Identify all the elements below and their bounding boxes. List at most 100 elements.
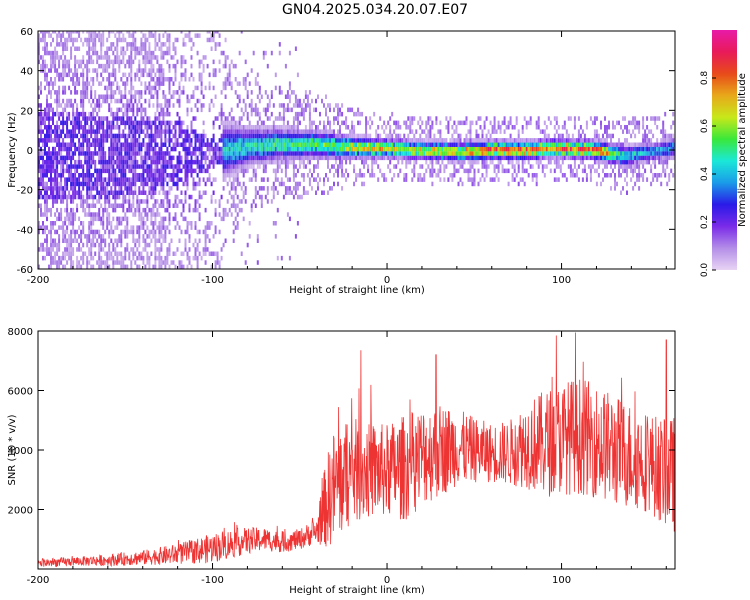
spectrogram-cell [218, 203, 221, 208]
spectrogram-cell [208, 103, 211, 108]
spectrogram-cell [74, 151, 77, 156]
spectrogram-cell [96, 181, 99, 187]
spectrogram-cell [58, 247, 61, 252]
spectrogram-cell [174, 120, 177, 126]
spectrogram-cell [413, 168, 416, 174]
spectrogram-cell [76, 81, 79, 86]
spectrogram-cell [375, 129, 378, 134]
spectrogram-cell [469, 129, 472, 134]
spectrogram-cell [333, 129, 335, 134]
spectrogram-cell [489, 120, 492, 126]
spectrogram-cell [82, 225, 85, 230]
spectrogram-cell [62, 33, 65, 38]
spectrogram-cell [72, 138, 75, 143]
spectrogram-cell [204, 55, 207, 60]
spectrogram-cell [270, 133, 273, 139]
spectrogram-cell [128, 177, 131, 182]
spectrogram-cell [272, 146, 275, 152]
spectrogram-cell [74, 159, 77, 165]
spectrogram-cell [130, 50, 133, 56]
spectrogram-cell [68, 31, 71, 34]
spectrogram-cell [563, 142, 566, 147]
spectrogram-cell [256, 260, 259, 265]
spectrogram-cell [160, 229, 163, 235]
spectrogram-cell [52, 85, 54, 91]
spectrogram-cell [551, 138, 554, 143]
spectrogram-cell [186, 146, 189, 152]
spectrogram-cell [174, 173, 177, 178]
spectrogram-cell [160, 42, 163, 47]
spectrogram-cell [172, 55, 175, 60]
spectrogram-cell [124, 155, 127, 161]
spectrogram-cell [298, 120, 301, 126]
spectrogram-cell [411, 129, 414, 134]
spectrogram-cell [587, 164, 590, 169]
spectrogram-cell [425, 142, 428, 147]
spectrogram-cell [122, 55, 125, 60]
spectrogram-cell [230, 155, 233, 161]
spectrogram-cell [220, 50, 223, 56]
spectrogram-cell [168, 33, 171, 38]
spectrogram-cell [120, 59, 123, 65]
spectrogram-cell [114, 207, 117, 213]
spectrogram-cell [367, 133, 370, 139]
spectrogram-cell [64, 37, 67, 43]
spectrogram-cell [292, 186, 295, 191]
spectrogram-cell [66, 203, 69, 208]
spectrogram-cell [64, 255, 67, 261]
spectrogram-cell [104, 55, 107, 60]
spectrogram-cell [94, 151, 97, 156]
spectrogram-cell [521, 177, 524, 182]
spectrogram-cell [523, 159, 526, 165]
spectrogram-cell [431, 164, 434, 169]
spectrogram-cell [222, 63, 225, 69]
spectrogram-cell [138, 255, 141, 261]
spectrogram-cell [387, 164, 390, 169]
spectrogram-cell [128, 42, 131, 47]
spectrogram-cell [124, 133, 127, 139]
spectrogram-cell [204, 159, 207, 165]
spectrogram-cell [50, 251, 52, 256]
spectrogram-cell [419, 177, 422, 182]
spectrogram-cell [288, 216, 291, 222]
spectrogram-cell [254, 77, 257, 82]
spectrogram-cell [214, 155, 217, 161]
spectrogram-cell [583, 155, 586, 161]
spectrogram-cell [122, 111, 125, 117]
spectrogram-cell [443, 168, 446, 174]
spectrogram-cell [56, 133, 59, 139]
spectrogram-cell [228, 68, 231, 73]
spectrogram-cell [84, 129, 87, 134]
spectrogram-cell [130, 138, 133, 143]
spectrogram-cell [132, 247, 135, 252]
spectrogram-cell [64, 264, 67, 269]
spectrogram-cell [130, 129, 133, 134]
spectrogram-cell [262, 168, 265, 174]
spectrogram-cell [327, 164, 329, 169]
spectrogram-cell [278, 103, 281, 108]
spectrogram-cell [126, 46, 129, 51]
spectrogram-cell [48, 155, 50, 161]
spectrogram-cell [110, 120, 113, 126]
spectrogram-cell [150, 181, 153, 187]
spectrogram-cell [180, 125, 183, 130]
spectrogram-cell [457, 155, 460, 161]
spectrogram-cell [341, 138, 344, 143]
spectrogram-cell [108, 177, 111, 182]
spectrogram-cell [238, 50, 241, 56]
spectrogram-cell [106, 120, 109, 126]
spectrogram-cell [62, 142, 65, 147]
spectrogram-cell [278, 85, 281, 91]
spectrogram-cell [561, 159, 564, 165]
spectrogram-cell [182, 216, 185, 222]
spectrogram-cell [64, 90, 67, 95]
spectrogram-cell [88, 111, 91, 117]
spectrogram-cell [411, 168, 414, 174]
spectrogram-cell [563, 138, 566, 143]
spectrogram-cell [90, 31, 93, 34]
spectrogram-cell [180, 120, 183, 126]
spectrogram-cell [218, 199, 221, 204]
spectrogram-cell [296, 120, 299, 126]
spectrogram-cell [585, 173, 588, 178]
spectrogram-cell [429, 142, 432, 147]
